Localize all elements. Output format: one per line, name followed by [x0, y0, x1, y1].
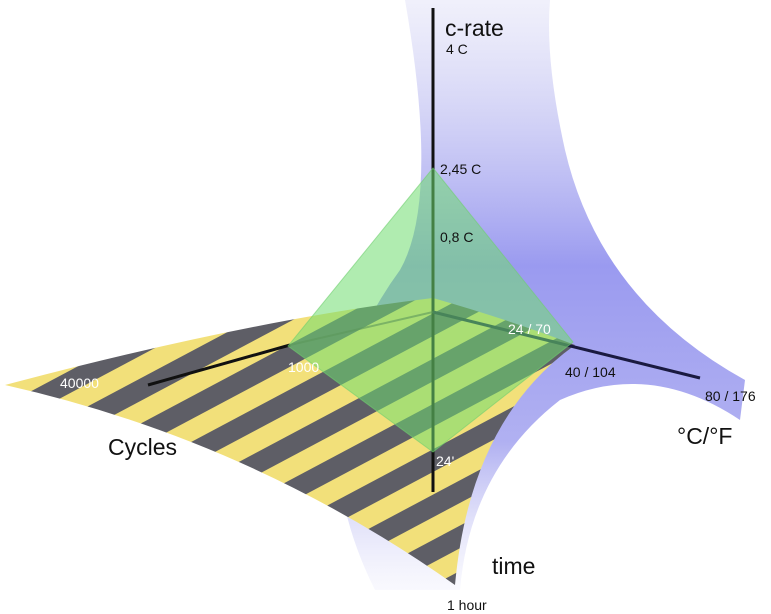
tick-label: 24 / 70 [508, 321, 551, 337]
diagram: c-rate 4 C 2,45 C 0,8 C Cycles 40000 100… [0, 0, 771, 614]
tick-label: 40000 [60, 375, 99, 391]
axis-label: time [492, 553, 535, 579]
tick-label: 0,8 C [440, 229, 473, 245]
tick-label: 24' [436, 453, 454, 469]
tick-label: 1 hour [447, 597, 487, 613]
axis-label: Cycles [108, 434, 177, 460]
tick-label: 40 / 104 [565, 364, 616, 380]
axis-label: c-rate [445, 15, 504, 41]
tick-label: 1000 [288, 359, 319, 375]
axis-label: °C/°F [677, 423, 732, 449]
tick-label: 4 C [446, 41, 468, 57]
tick-label: 2,45 C [440, 161, 481, 177]
tick-label: 80 / 176 [705, 388, 756, 404]
